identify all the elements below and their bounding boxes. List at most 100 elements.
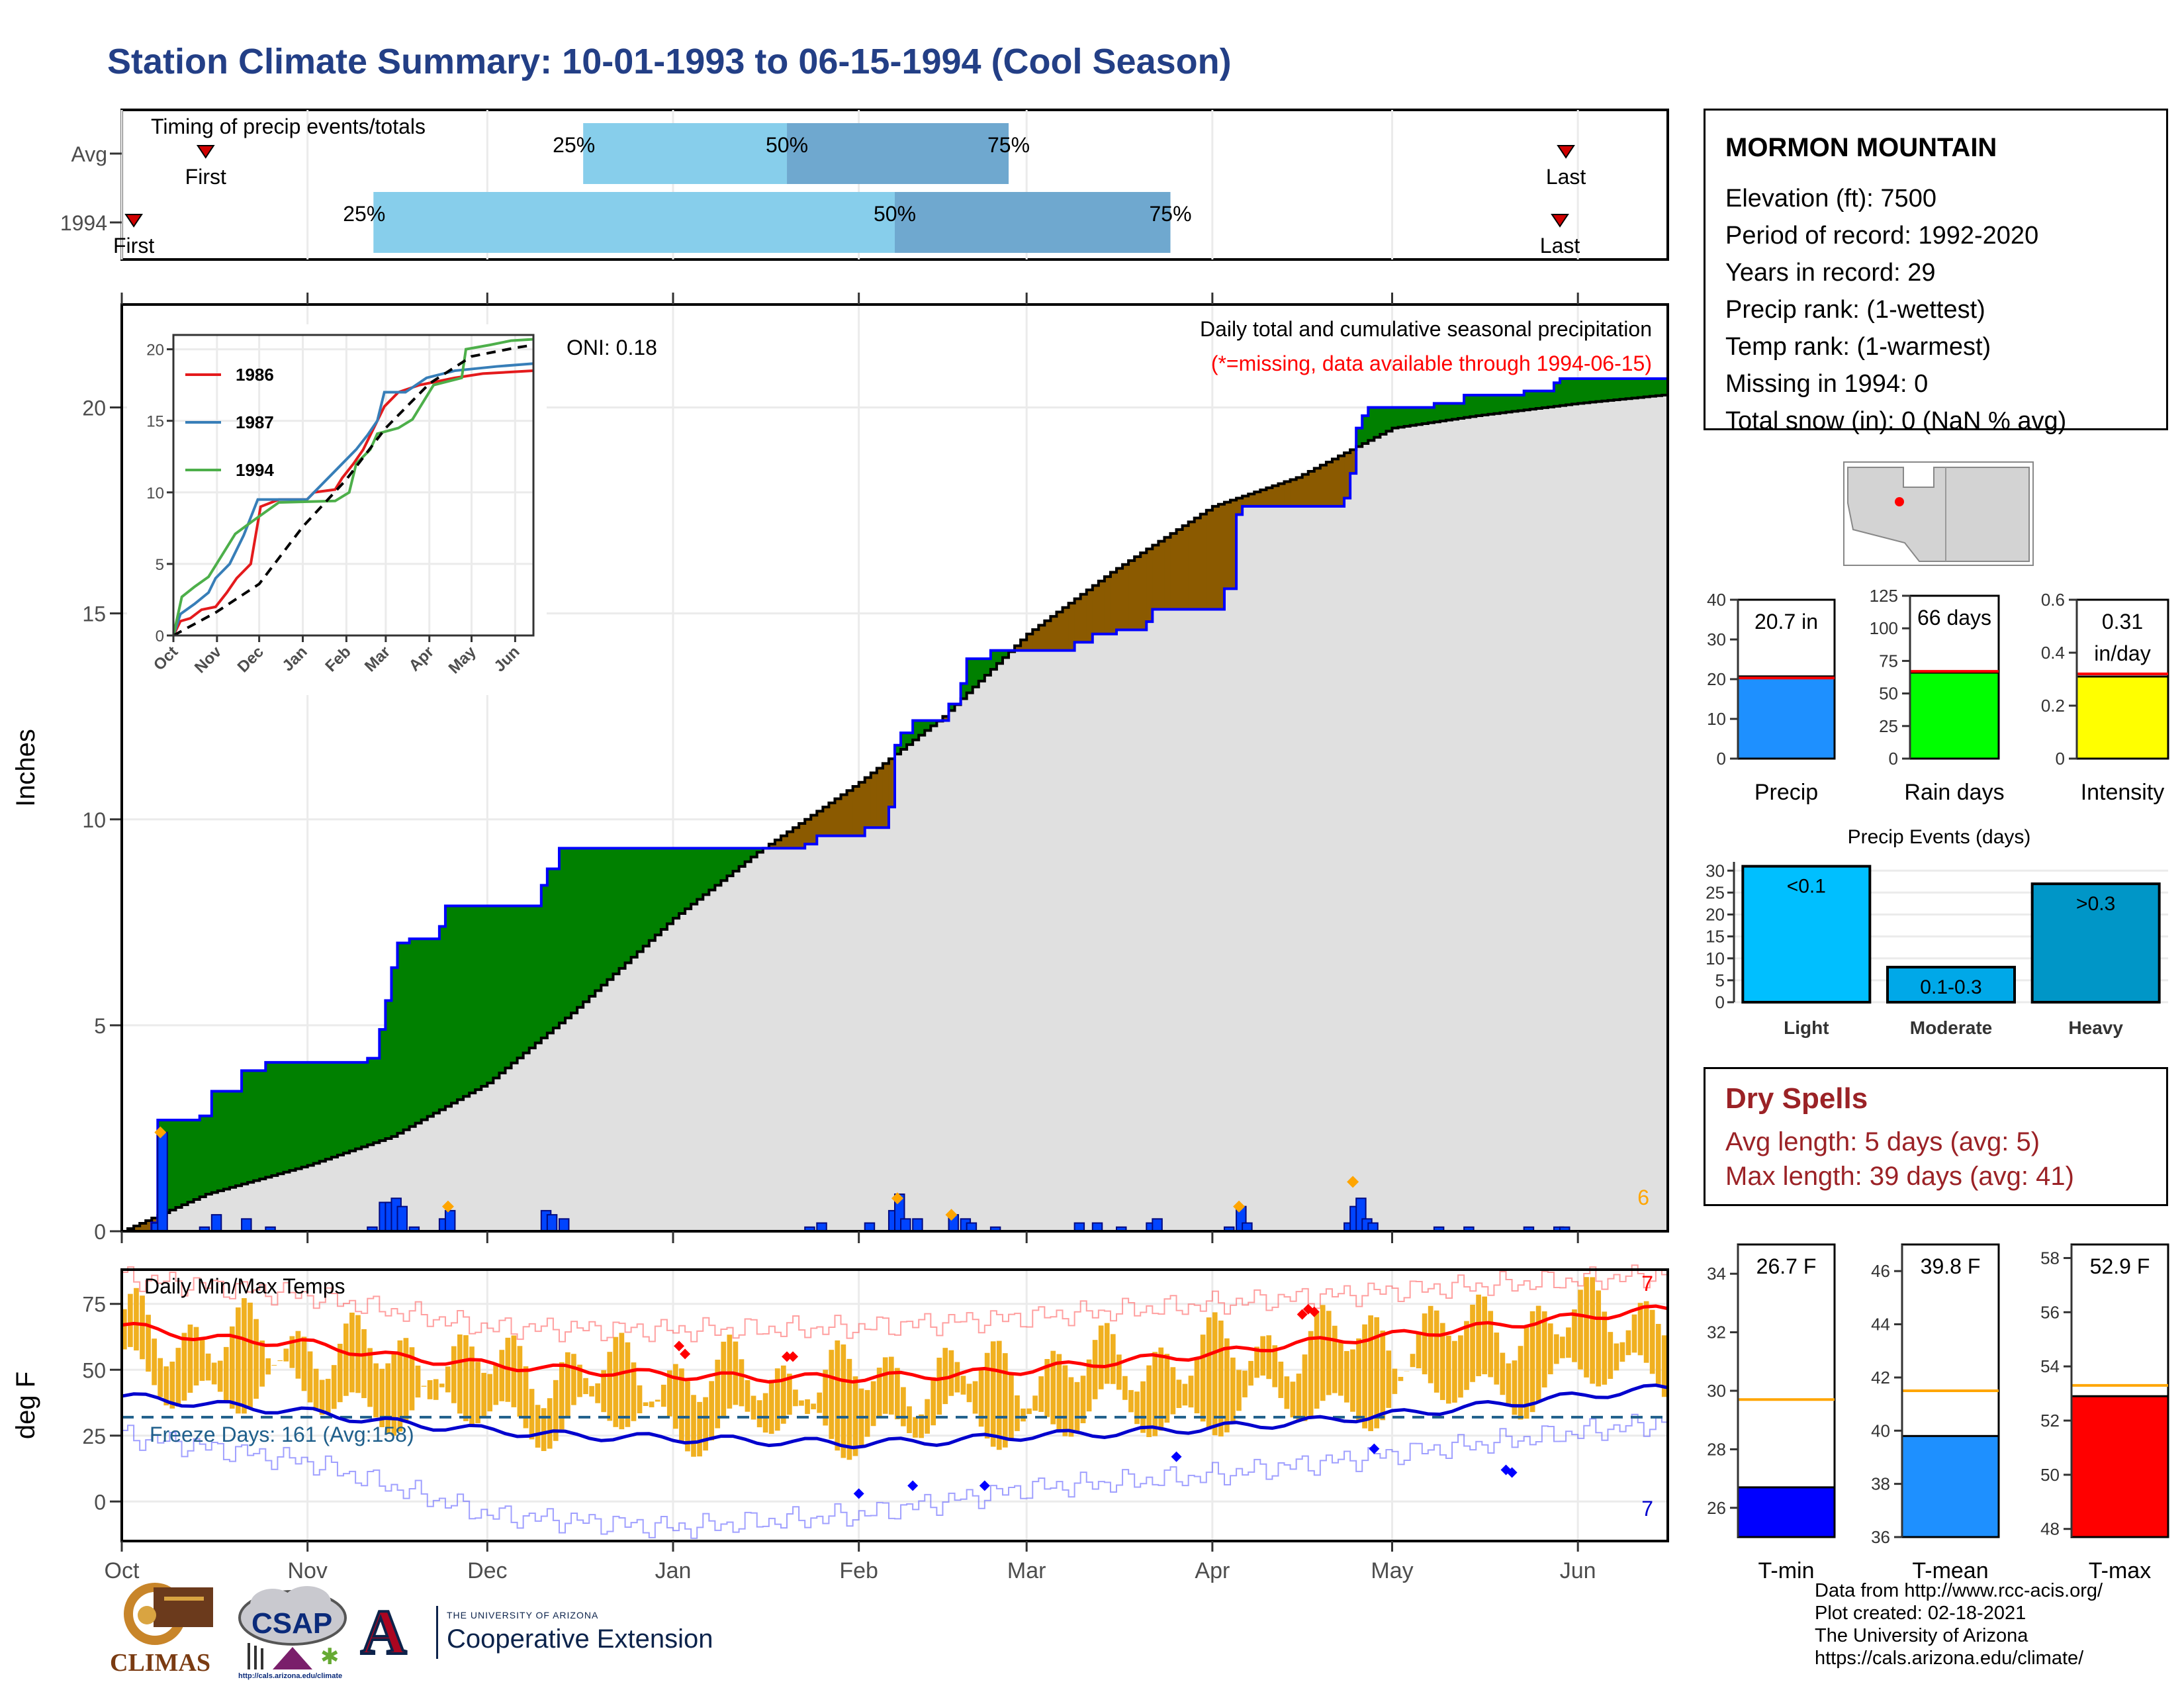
temp-daily-bar	[660, 1384, 666, 1407]
precip-normal-area	[122, 395, 1668, 1231]
temp-daily-bar	[972, 1381, 978, 1414]
precip-events-bar-label: <0.1	[1787, 876, 1826, 898]
precip-below-avg-fill	[876, 768, 884, 828]
precip-above-avg-fill	[511, 906, 518, 1063]
timing-q50-q75-bar	[787, 123, 1009, 184]
temp-daily-bar	[211, 1362, 217, 1385]
temp-daily-bar	[253, 1319, 259, 1399]
rain-days-ytick-label: 125	[1870, 586, 1898, 606]
precip-below-avg-fill	[1290, 479, 1297, 506]
precip-ytick-label: 15	[82, 602, 106, 626]
precip-below-avg-fill	[1272, 485, 1279, 506]
t-min-ytick-label: 28	[1707, 1439, 1726, 1459]
precip-above-avg-fill	[451, 906, 458, 1103]
precip-above-avg-fill	[1614, 379, 1621, 400]
precip-above-avg-fill	[223, 1091, 230, 1190]
temp-daily-bar	[679, 1368, 684, 1442]
t-min-bar	[1737, 1486, 1836, 1538]
precip-below-avg-fill	[1338, 455, 1345, 506]
temp-daily-bar	[697, 1401, 702, 1457]
precip-events-ytick-label: 10	[1706, 949, 1725, 968]
precip-below-avg-fill	[1302, 474, 1309, 506]
precip-above-avg-fill	[1625, 379, 1633, 399]
precip-below-avg-fill	[864, 777, 872, 828]
temp-daily-bar	[1374, 1317, 1380, 1429]
precip-below-avg-fill	[1098, 581, 1105, 634]
temp-daily-bar	[1547, 1323, 1553, 1375]
temp-avg-max-line	[121, 1304, 1668, 1384]
temp-daily-bar	[882, 1357, 888, 1414]
station-info-box: MORMON MOUNTAIN Elevation (ft): 7500 Per…	[1704, 109, 2168, 435]
precip-above-avg-fill	[1560, 379, 1567, 406]
dry-spells-max: Max length: 39 days (avg: 41)	[1725, 1162, 2074, 1191]
temp-daily-bar	[1655, 1323, 1661, 1386]
temp-daily-bar	[1392, 1368, 1398, 1394]
precip-above-avg-fill	[271, 1062, 279, 1176]
temp-xtick-label: Oct	[105, 1558, 140, 1583]
temp-daily-bar	[1044, 1359, 1050, 1417]
temp-daily-bar	[595, 1383, 600, 1403]
precip-above-avg-fill	[529, 906, 536, 1049]
precip-below-avg-fill	[1032, 630, 1039, 651]
temp-daily-bar	[1098, 1325, 1104, 1389]
rain-days-label: Rain days	[1904, 780, 2004, 805]
temp-daily-bar	[128, 1293, 133, 1347]
temp-daily-bar	[1272, 1345, 1278, 1387]
precip-title: Daily total and cumulative seasonal prec…	[1200, 317, 1652, 341]
precip-above-avg-fill	[679, 848, 686, 914]
temp-daily-bar	[391, 1351, 397, 1436]
temp-daily-bar	[181, 1333, 187, 1401]
temp-daily-bar	[817, 1392, 822, 1413]
precip-above-avg-fill	[1512, 395, 1519, 412]
t-min-value-label: 26.7 F	[1756, 1254, 1817, 1278]
precip-events-category: Light	[1784, 1017, 1829, 1038]
temp-daily-bar	[1164, 1354, 1170, 1423]
temp-daily-bar	[1439, 1323, 1445, 1400]
temp-daily-bar	[517, 1346, 523, 1417]
temp-daily-bar	[805, 1399, 810, 1415]
station-precip-rank: Precip rank: (1-wettest)	[1725, 296, 1985, 324]
temp-ytick-label: 75	[82, 1293, 106, 1317]
precip-above-avg-fill	[660, 848, 668, 929]
precip-below-avg-fill	[835, 798, 842, 836]
temp-daily-bar	[1362, 1324, 1367, 1429]
precip-ytick-label: 20	[82, 397, 106, 420]
temp-daily-bar	[780, 1365, 786, 1424]
precip-above-avg-fill	[1547, 391, 1555, 407]
precip-daily-bar	[912, 1218, 923, 1233]
temp-record-low-marker	[979, 1480, 990, 1491]
csap-url: http://cals.arizona.edu/climate	[238, 1672, 343, 1680]
temp-daily-bar	[799, 1400, 804, 1406]
temp-daily-bar	[613, 1336, 619, 1427]
temp-daily-bar	[313, 1368, 319, 1411]
temp-daily-bar	[1380, 1331, 1386, 1421]
precip-above-avg-fill	[331, 1062, 338, 1157]
t-max-ytick-label: 50	[2040, 1465, 2060, 1485]
temp-daily-bar	[331, 1365, 337, 1409]
timing-first-label: First	[113, 234, 154, 258]
precip-below-avg-fill	[817, 811, 823, 836]
temp-daily-bar	[1015, 1395, 1020, 1431]
temp-daily-bar	[571, 1354, 576, 1405]
temp-daily-bar	[1506, 1363, 1512, 1406]
station-elevation: Elevation (ft): 7500	[1725, 185, 1936, 212]
temp-daily-bar	[1470, 1304, 1475, 1382]
precip-above-avg-fill	[559, 848, 566, 1023]
temp-frame	[120, 1268, 1669, 1542]
precip-above-avg-fill	[403, 943, 410, 1130]
t-max-label: T-max	[2089, 1558, 2151, 1583]
ua-extension-logo: A THE UNIVERSITY OF ARIZONA Cooperative …	[359, 1595, 758, 1669]
temp-daily-bar	[1643, 1301, 1649, 1363]
temp-daily-bar	[1596, 1290, 1602, 1387]
precip-events-ytick-label: 15	[1706, 927, 1725, 947]
t-mean-bar	[1901, 1434, 2000, 1538]
precip-above-avg-fill	[984, 659, 991, 675]
precip-below-avg-fill	[1260, 490, 1267, 506]
temp-daily-bar	[948, 1350, 954, 1396]
precip-events-bar	[1886, 966, 2016, 1004]
temp-daily-bar	[529, 1389, 535, 1440]
precip-above-avg-fill	[1410, 407, 1417, 426]
temp-daily-bar	[1649, 1309, 1655, 1374]
rain-days-ytick-label: 50	[1879, 684, 1898, 704]
